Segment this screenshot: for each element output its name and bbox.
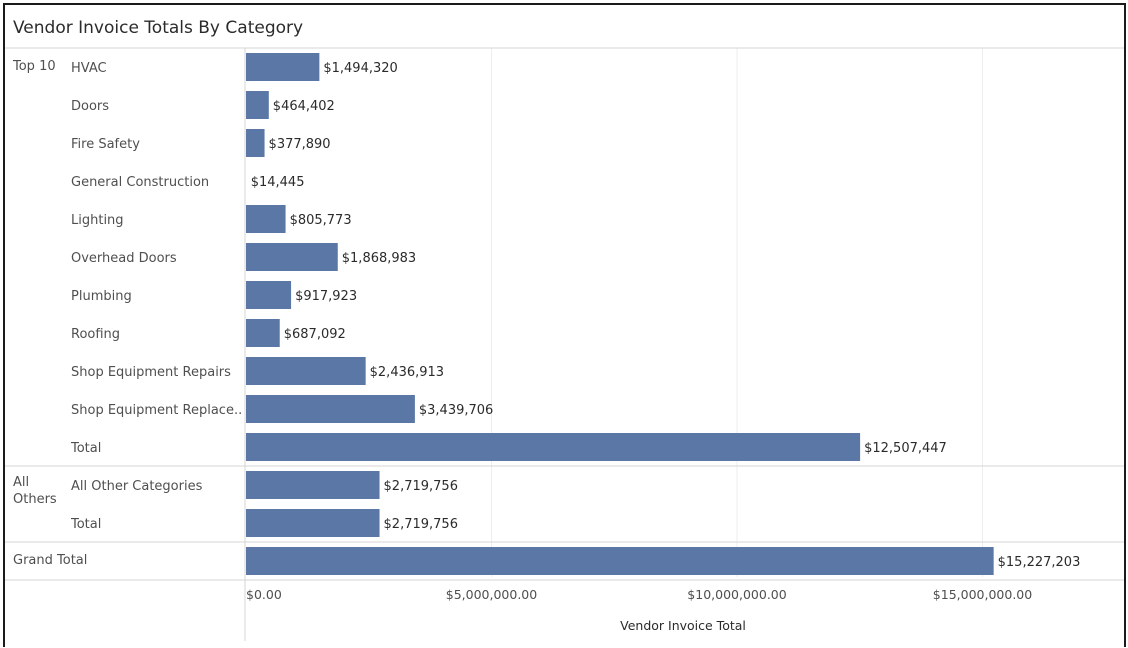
x-tick-label: $5,000,000.00 <box>446 587 537 602</box>
value-label: $1,868,983 <box>342 251 416 266</box>
value-label: $2,436,913 <box>370 365 444 380</box>
category-label: Doors <box>71 99 109 114</box>
category-label: Overhead Doors <box>71 251 177 266</box>
category-label: Plumbing <box>71 289 132 304</box>
value-label: $2,719,756 <box>384 479 458 494</box>
bar <box>246 471 380 499</box>
bar <box>246 243 338 271</box>
category-label: Roofing <box>71 327 120 342</box>
group-label-line: Others <box>13 492 57 507</box>
bar <box>246 129 265 157</box>
category-label: Shop Equipment Replace.. <box>71 403 242 418</box>
group-label-line: All <box>13 475 29 490</box>
bar <box>246 547 994 575</box>
bar <box>246 433 861 461</box>
group-label: Top 10 <box>12 59 56 74</box>
value-label: $805,773 <box>290 213 352 228</box>
category-label: Shop Equipment Repairs <box>71 365 231 380</box>
category-label: Total <box>70 441 101 456</box>
category-label: General Construction <box>71 175 209 190</box>
bar <box>246 205 286 233</box>
bar <box>246 319 280 347</box>
category-label: Fire Safety <box>71 137 140 152</box>
bar <box>246 357 366 385</box>
category-label: Lighting <box>71 213 124 228</box>
value-label: $12,507,447 <box>864 441 947 456</box>
value-label: $687,092 <box>284 327 346 342</box>
x-axis-title: Vendor Invoice Total <box>620 618 746 633</box>
x-tick-label: $0.00 <box>246 587 282 602</box>
value-label: $3,439,706 <box>419 403 493 418</box>
value-label: $917,923 <box>295 289 357 304</box>
value-label: $1,494,320 <box>323 61 397 76</box>
bar <box>246 281 292 309</box>
x-tick-label: $10,000,000.00 <box>687 587 786 602</box>
chart-frame: Vendor Invoice Totals By Category <box>3 3 1126 647</box>
category-label: HVAC <box>71 61 107 76</box>
value-label: $2,719,756 <box>384 517 458 532</box>
value-label: $464,402 <box>273 99 335 114</box>
bar <box>246 395 415 423</box>
value-label: $14,445 <box>251 175 305 190</box>
value-label: $377,890 <box>269 137 331 152</box>
bar <box>246 509 380 537</box>
x-tick-label: $15,000,000.00 <box>933 587 1032 602</box>
value-label: $15,227,203 <box>998 555 1081 570</box>
group-label: Grand Total <box>13 553 87 568</box>
bar <box>246 91 269 119</box>
chart-title: Vendor Invoice Totals By Category <box>13 18 304 38</box>
category-label: All Other Categories <box>71 479 203 494</box>
bar <box>246 53 320 81</box>
category-label: Total <box>70 517 101 532</box>
